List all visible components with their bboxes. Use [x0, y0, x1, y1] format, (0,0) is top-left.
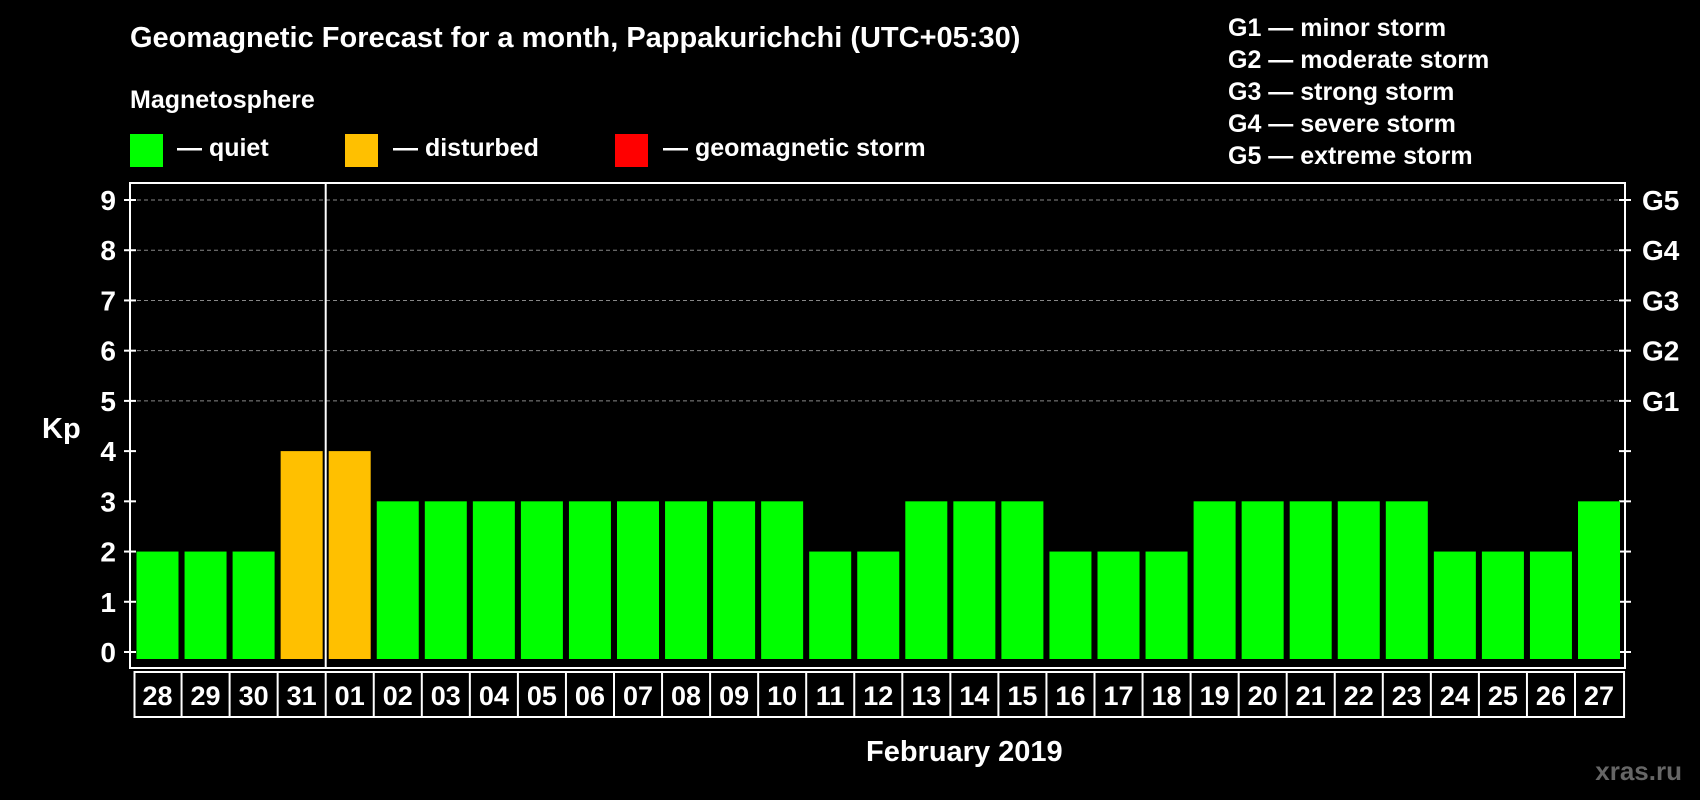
category-label-07: 07	[623, 681, 653, 711]
right-axis-label-g3: G3	[1642, 285, 1679, 316]
right-axis-label-g5: G5	[1642, 185, 1679, 216]
category-row: 28 29 30 31 01 02 03 04 05 06 07 08 09 10 11 12 13 14 15 16…	[133, 671, 1626, 718]
right-axis-label-g1: G1	[1642, 386, 1679, 417]
legend-quiet-label: — quiet	[177, 134, 269, 162]
storm-scale-g5: G5 — extreme storm	[1228, 142, 1473, 170]
category-label-08: 08	[671, 681, 701, 711]
bar-07	[617, 501, 659, 659]
category-label-13: 13	[911, 681, 941, 711]
bar-18	[1145, 551, 1188, 659]
bar-26	[1529, 551, 1572, 659]
y-tick-label-2: 2	[100, 537, 116, 568]
category-label-01: 01	[335, 681, 365, 711]
bar-02	[376, 501, 419, 659]
chart-title: Geomagnetic Forecast for a month, Pappak…	[130, 22, 1021, 54]
legend-storm-label: — geomagnetic storm	[663, 134, 926, 162]
bar-31	[280, 451, 323, 659]
category-label-28: 28	[142, 681, 172, 711]
category-label-16: 16	[1055, 681, 1085, 711]
y-tick-label-8: 8	[100, 235, 116, 266]
y-tick-label-5: 5	[100, 386, 116, 417]
category-label-10: 10	[767, 681, 797, 711]
bar-16	[1049, 551, 1092, 659]
legend-disturbed-label: — disturbed	[393, 134, 539, 162]
y-tick-label-7: 7	[100, 285, 116, 316]
category-label-20: 20	[1248, 681, 1278, 711]
category-label-23: 23	[1392, 681, 1422, 711]
storm-scale-g3: G3 — strong storm	[1228, 78, 1455, 106]
category-label-29: 29	[191, 681, 221, 711]
category-label-25: 25	[1488, 681, 1518, 711]
category-label-14: 14	[959, 681, 989, 711]
category-label-21: 21	[1296, 681, 1326, 711]
bar-09	[713, 501, 756, 659]
y-tick-label-3: 3	[100, 486, 116, 517]
legend-storm-swatch	[615, 134, 648, 167]
bar-05	[520, 501, 563, 659]
bar-17	[1097, 551, 1140, 659]
right-axis-label-g4: G4	[1642, 235, 1680, 266]
bar-30	[232, 551, 275, 659]
category-label-11: 11	[816, 681, 845, 711]
category-label-22: 22	[1344, 681, 1374, 711]
category-label-06: 06	[575, 681, 605, 711]
category-label-18: 18	[1152, 681, 1182, 711]
bar-04	[472, 501, 515, 659]
storm-scale-g2: G2 — moderate storm	[1228, 46, 1490, 74]
category-label-30: 30	[239, 681, 269, 711]
bar-10	[761, 501, 804, 659]
storm-scale-g4: G4 — severe storm	[1228, 110, 1456, 138]
bar-13	[905, 501, 948, 659]
category-label-19: 19	[1200, 681, 1230, 711]
y-tick-label-9: 9	[100, 185, 116, 216]
bar-25	[1481, 551, 1524, 659]
category-label-24: 24	[1440, 681, 1470, 711]
bar-29	[184, 551, 227, 659]
legend-quiet-swatch	[130, 134, 163, 167]
bar-03	[424, 501, 467, 659]
bar-01	[328, 451, 371, 659]
bar-22	[1337, 501, 1380, 659]
y-tick-label-1: 1	[100, 587, 116, 618]
category-frame	[133, 671, 1626, 718]
bar-06	[568, 501, 611, 659]
y-tick-label-4: 4	[100, 436, 116, 467]
bar-28	[136, 551, 179, 659]
category-label-15: 15	[1007, 681, 1037, 711]
bar-14	[953, 501, 996, 659]
bar-11	[809, 551, 852, 659]
y-axis-label: Kp	[42, 413, 81, 445]
bar-24	[1433, 551, 1476, 659]
bar-19	[1193, 501, 1236, 659]
bar-20	[1241, 501, 1284, 659]
storm-scale-g1: G1 — minor storm	[1228, 14, 1447, 42]
legend-disturbed-swatch	[345, 134, 378, 167]
x-axis-label: February 2019	[866, 736, 1063, 768]
watermark: xras.ru	[1595, 756, 1682, 786]
plot-frame	[129, 182, 1626, 669]
bar-12	[857, 551, 900, 659]
category-label-02: 02	[383, 681, 413, 711]
category-label-17: 17	[1103, 681, 1133, 711]
category-label-12: 12	[863, 681, 893, 711]
category-label-03: 03	[431, 681, 461, 711]
bar-27	[1578, 501, 1620, 659]
category-label-27: 27	[1584, 681, 1614, 711]
bar-08	[665, 501, 708, 659]
category-label-09: 09	[719, 681, 749, 711]
right-axis-label-g2: G2	[1642, 336, 1679, 367]
category-label-05: 05	[527, 681, 557, 711]
y-tick-label-6: 6	[100, 336, 116, 367]
bar-23	[1385, 501, 1428, 659]
category-label-04: 04	[479, 681, 509, 711]
category-label-26: 26	[1536, 681, 1566, 711]
y-tick-label-0: 0	[100, 637, 116, 668]
category-label-31: 31	[287, 681, 317, 711]
bar-15	[1001, 501, 1044, 659]
bar-21	[1289, 501, 1332, 659]
magnetosphere-label: Magnetosphere	[130, 86, 315, 114]
